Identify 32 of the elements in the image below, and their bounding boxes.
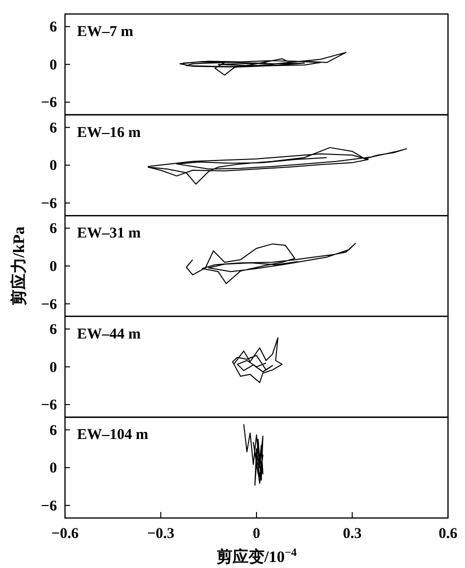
x-tick-label: −0.3 <box>147 526 174 542</box>
y-tick-label: 6 <box>50 20 58 36</box>
y-tick-label: 0 <box>50 57 57 74</box>
x-tick-label: 0.6 <box>438 526 458 542</box>
y-tick-label: 0 <box>50 460 57 477</box>
line-series <box>243 424 264 486</box>
text: EW–31 m <box>77 226 142 242</box>
line-series <box>147 147 408 185</box>
line-series <box>179 52 346 76</box>
y-tick-label: 6 <box>50 422 58 439</box>
text: EW–16 m <box>77 124 142 141</box>
x-axis-title: 剪应变/10$^{−4}$ <box>216 547 298 566</box>
text: EW–104 m <box>77 427 149 444</box>
y-tick-label: −6 <box>40 196 58 212</box>
y-tick-label: 6 <box>50 120 58 136</box>
y-tick-label: −6 <box>40 95 58 112</box>
x-tick-label: 0.3 <box>342 526 362 542</box>
line-series <box>232 337 283 384</box>
y-tick-label: 6 <box>50 221 58 238</box>
text: EW–7 m <box>77 24 134 40</box>
y-tick-label: −6 <box>40 296 58 313</box>
text: EW–44 m <box>77 326 142 342</box>
y-tick-label: −6 <box>40 498 58 514</box>
y-tick-label: 6 <box>50 322 58 338</box>
y-tick-label: −6 <box>40 398 58 414</box>
y-tick-label: 0 <box>50 259 57 275</box>
y-tick-label: 0 <box>50 360 57 376</box>
line-series <box>186 242 356 284</box>
y-axis-title: 剪应力/kPa <box>9 226 28 306</box>
y-tick-label: 0 <box>50 158 57 174</box>
x-tick-label: 0 <box>252 526 260 542</box>
x-tick-label: −0.6 <box>51 526 80 542</box>
